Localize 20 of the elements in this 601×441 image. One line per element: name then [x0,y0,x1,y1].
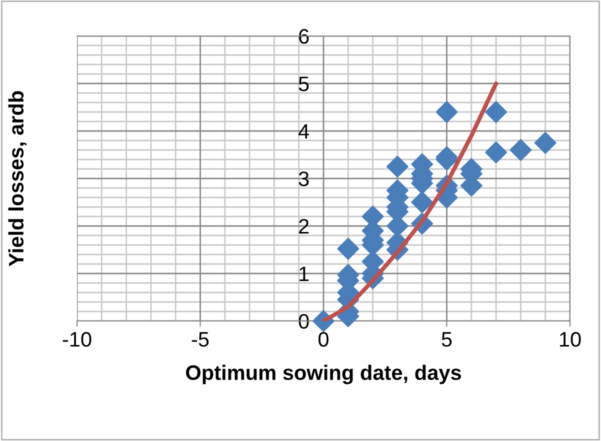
point [337,238,360,260]
x-tick-label: -10 [62,332,92,347]
x-tick-label: 0 [318,332,328,347]
point [436,101,458,123]
x-axis-title: Optimum sowing date, days [186,364,461,384]
y-tick-label: 4 [298,124,309,139]
point [510,139,532,161]
point [485,101,508,123]
y-tick-label: 1 [300,266,309,282]
y-axis-title: Yield losses, ardb [8,91,27,266]
point [534,132,556,154]
point [485,141,508,164]
x-tick-label: 5 [442,332,452,347]
y-tick-label: 3 [298,172,309,186]
x-tick-label: 10 [560,332,581,347]
point [411,191,434,214]
point [386,156,408,178]
x-tick-label: -5 [192,332,209,347]
y-tick-label: 5 [298,76,309,92]
y-tick-label: 2 [299,219,309,234]
